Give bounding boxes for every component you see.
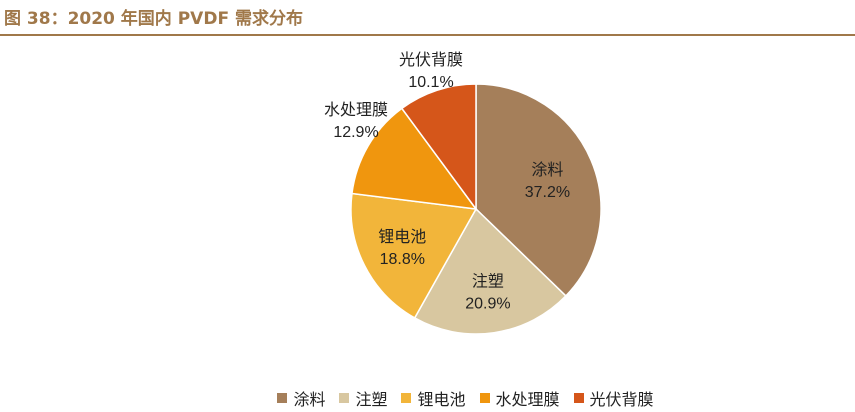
slice-value-injection-molding: 20.9% [465, 296, 510, 313]
slice-label-injection-molding: 注塑 [472, 272, 504, 291]
legend-swatch-water-treatment-membrane [479, 393, 490, 403]
pie-slice-injection-molding [413, 207, 567, 335]
slice-value-lithium-battery: 18.8% [380, 251, 425, 268]
legend-item-pv-backsheet: 光伏背膜 [573, 386, 654, 410]
slice-value-coating: 37.2% [525, 184, 570, 201]
legend-item-injection-molding: 注塑 [339, 386, 387, 410]
slice-value-water-treatment-membrane: 12.9% [333, 124, 378, 141]
figure-title: 图 38：2020 年国内 PVDF 需求分布 [4, 9, 303, 29]
pie-slice-lithium-battery [350, 192, 478, 319]
legend-label-pv-backsheet: 光伏背膜 [589, 390, 654, 409]
slice-label-water-treatment-membrane: 水处理膜 [324, 100, 388, 119]
slice-label-coating: 涂料 [531, 160, 563, 179]
pie-slice-coating [475, 83, 602, 297]
legend-swatch-injection-molding [339, 393, 350, 403]
pie-slice-pv-backsheet [400, 83, 477, 212]
legend-label-lithium-battery: 锂电池 [417, 390, 466, 409]
title-divider [0, 34, 855, 36]
pie-chart: 涂料 37.2% 注塑 20.9% 锂电池 18.8% 水处理膜 12.9% 光伏背膜 10.1% [324, 50, 602, 335]
pie-slice-water-treatment-membrane [351, 107, 478, 210]
legend-label-injection-molding: 注塑 [355, 390, 388, 409]
legend-label-coating: 涂料 [293, 390, 326, 409]
legend-item-water-treatment-membrane: 水处理膜 [479, 386, 560, 410]
legend-item-lithium-battery: 锂电池 [401, 386, 466, 410]
legend-swatch-lithium-battery [401, 393, 412, 403]
legend-item-coating: 涂料 [277, 386, 325, 410]
slice-label-pv-backsheet: 光伏背膜 [399, 50, 463, 69]
legend-swatch-coating [277, 393, 288, 403]
legend-label-water-treatment-membrane: 水处理膜 [495, 390, 560, 409]
chart-legend: 涂料 注塑 锂电池 水处理膜 光伏背膜 [0, 386, 855, 410]
slice-value-pv-backsheet: 10.1% [408, 74, 453, 91]
legend-swatch-pv-backsheet [573, 393, 584, 403]
slice-label-lithium-battery: 锂电池 [378, 227, 426, 246]
